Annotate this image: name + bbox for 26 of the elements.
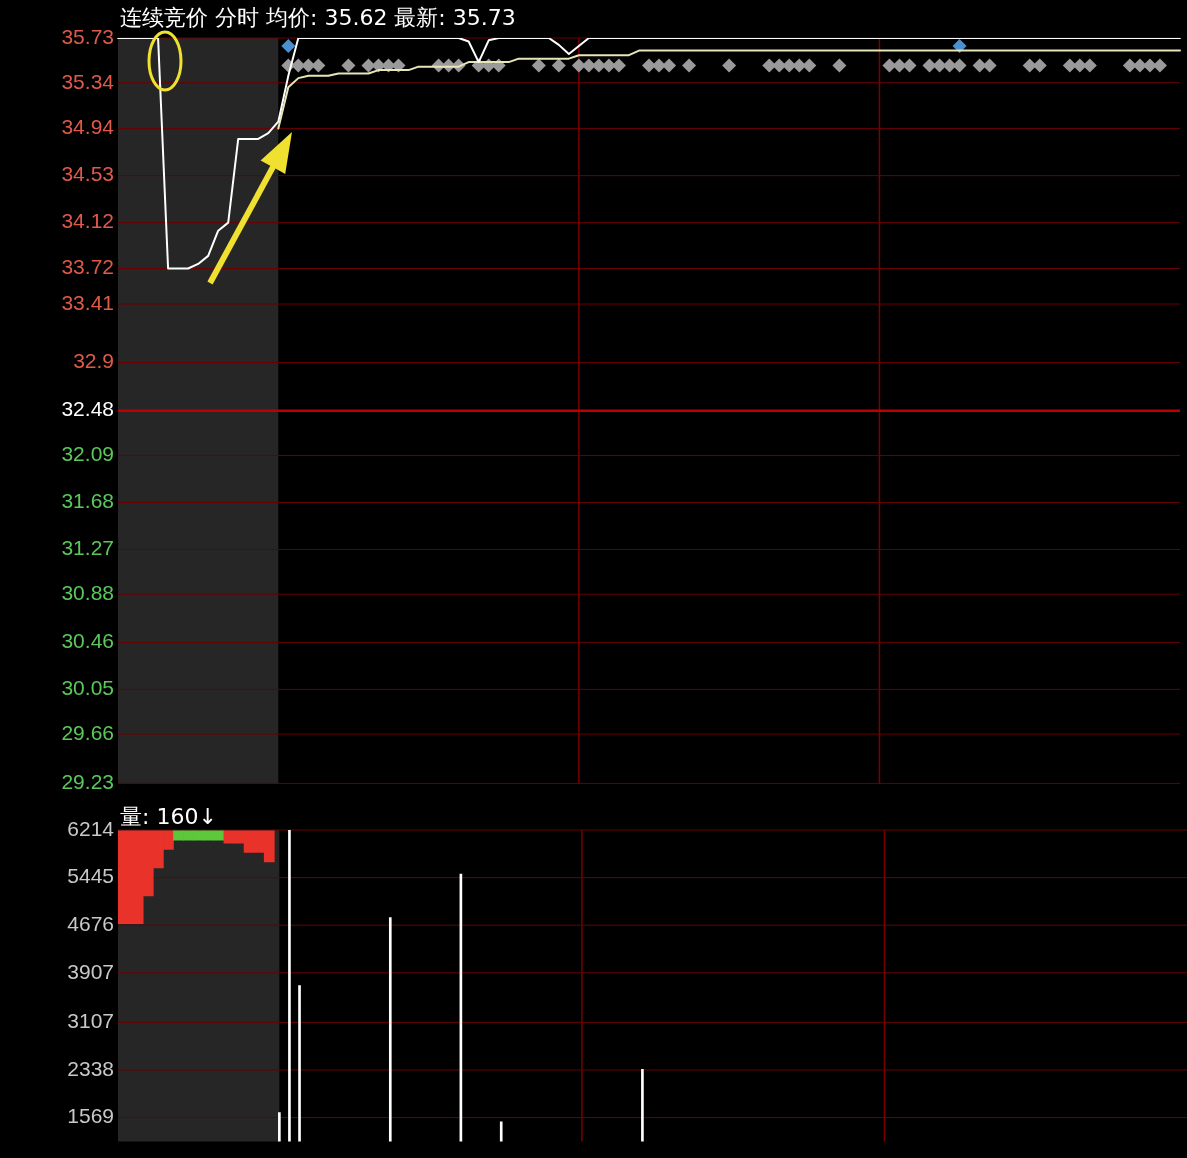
y-tick-label: 31.27 (61, 536, 114, 560)
y-tick-label: 32.9 (73, 349, 114, 373)
y-tick-label: 34.94 (61, 115, 115, 139)
y-tick-label: 30.88 (61, 580, 114, 604)
y-tick-label: 35.34 (61, 69, 115, 93)
y-tick-label: 34.12 (61, 209, 114, 233)
chart-title: 连续竞价 分时 均价: 35.62 最新: 35.73 (120, 4, 516, 32)
y-tick-label: 3107 (67, 1009, 114, 1033)
y-tick-label: 33.72 (61, 255, 114, 279)
y-tick-label: 29.66 (61, 720, 114, 744)
y-tick-label: 32.09 (61, 442, 114, 466)
y-tick-label: 29.23 (61, 770, 114, 794)
y-tick-label: 30.46 (61, 629, 114, 653)
y-tick-label: 35.73 (61, 24, 114, 48)
y-tick-label: 33.41 (61, 290, 114, 314)
y-tick-label: 30.05 (61, 676, 114, 700)
y-tick-label: 31.68 (61, 489, 114, 513)
y-tick-label: 2338 (67, 1056, 114, 1080)
y-tick-label: 34.53 (61, 162, 114, 186)
y-tick-label: 4676 (67, 912, 114, 936)
y-tick-label: 32.48 (61, 397, 114, 421)
y-tick-label: 3907 (67, 959, 114, 983)
y-tick-label: 5445 (67, 864, 114, 888)
y-tick-label: 6214 (67, 816, 115, 840)
y-tick-label: 1569 (67, 1104, 114, 1128)
chart-title: 量: 160↓ (120, 803, 217, 831)
